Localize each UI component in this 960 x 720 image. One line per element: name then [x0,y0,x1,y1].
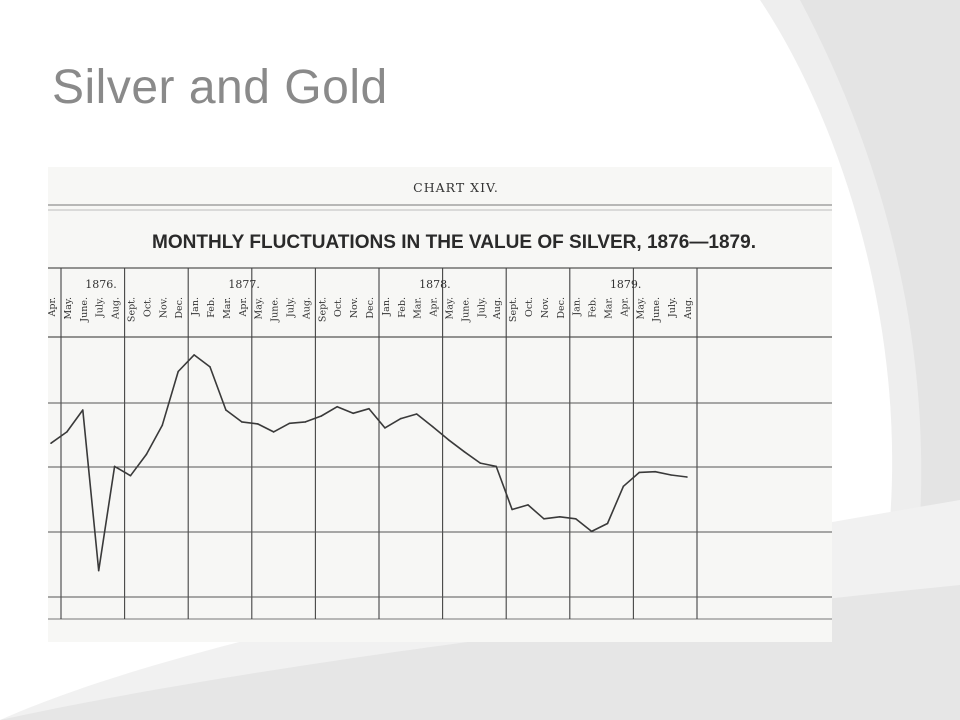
silver-value-chart: CHART XIV. MONTHLY FLUCTUATIONS IN THE V… [48,167,832,642]
month-tick-label: Feb. [588,297,599,318]
data-point [289,423,291,425]
month-tick-label: Feb. [397,297,408,318]
month-tick-label: Dec. [556,297,567,319]
month-tick-label: Mar. [222,297,233,319]
month-tick-label: Nov. [158,297,169,318]
month-tick-label: Jan. [572,297,583,317]
month-tick-label: Apr. [619,297,630,317]
data-point [416,413,418,415]
month-tick-label: Jan. [190,297,201,317]
data-point [321,415,323,417]
data-point [686,476,688,478]
data-point [209,366,211,368]
month-tick-label: Dec. [174,297,185,319]
data-point [368,408,370,410]
data-point [654,471,656,473]
year-label: 1876. [85,278,117,291]
data-point [130,475,132,477]
month-tick-label: Oct. [524,297,535,317]
month-tick-label: June. [460,297,471,323]
data-point [495,466,497,468]
data-point [273,431,275,433]
chart-title: MONTHLY FLUCTUATIONS IN THE VALUE OF SIL… [152,232,756,253]
month-tick-label: Sept. [127,297,138,322]
data-point [527,504,529,506]
data-point [559,516,561,518]
data-point [98,570,100,572]
month-tick-label: July. [95,297,106,318]
month-tick-label: June. [270,297,281,323]
data-point [241,421,243,423]
slide-title: Silver and Gold [52,60,388,115]
month-tick-label: July. [476,297,487,318]
month-tick-label: Aug. [492,297,503,320]
month-tick-label: Aug. [111,297,122,320]
data-point [193,354,195,356]
data-point [66,431,68,433]
month-tick-label: Oct. [333,297,344,317]
month-tick-label: Mar. [604,297,615,319]
year-label: 1879. [610,278,642,291]
month-tick-label: June. [651,297,662,323]
data-point [82,409,84,411]
month-tick-label: Feb. [206,297,217,318]
data-point [543,518,545,520]
month-tick-label: July. [286,297,297,318]
data-point [257,423,259,425]
month-tick-label: Apr. [238,297,249,317]
data-point [432,426,434,428]
year-label: 1878. [419,278,451,291]
month-tick-label: Dec. [365,297,376,319]
month-tick-label: Aug. [301,297,312,320]
month-tick-label: May. [445,297,456,320]
month-tick-label: Jan. [381,297,392,317]
data-point [225,409,227,411]
data-point [575,518,577,520]
month-tick-label: Nov. [349,297,360,318]
data-point [623,486,625,488]
data-point [50,442,52,444]
chart-number: CHART XIV. [413,180,499,195]
data-point [177,371,179,373]
month-tick-label: Sept. [317,297,328,322]
data-point [639,472,641,474]
data-point [480,462,482,464]
month-tick-label: Sept. [508,297,519,322]
month-tick-label: Mar. [413,297,424,319]
data-point [400,418,402,420]
data-point [511,509,513,511]
month-tick-label: May. [63,297,74,320]
chart-scan: CHART XIV. MONTHLY FLUCTUATIONS IN THE V… [48,167,832,642]
month-tick-label: Apr. [429,297,440,317]
data-point [591,531,593,533]
data-point [448,439,450,441]
data-point [352,413,354,415]
data-point [384,427,386,429]
month-tick-label: May. [635,297,646,320]
month-tick-label: Apr. [48,297,58,317]
month-tick-label: July. [667,297,678,318]
month-tick-label: June. [79,297,90,323]
data-point [670,474,672,476]
data-point [146,454,148,456]
month-tick-label: Nov. [540,297,551,318]
data-point [162,424,164,426]
month-tick-label: Oct. [142,297,153,317]
data-point [336,406,338,408]
month-tick-label: Aug. [683,297,694,320]
data-point [607,523,609,525]
year-label: 1877. [228,278,260,291]
month-tick-label: May. [254,297,265,320]
data-point [464,451,466,453]
data-point [305,421,307,423]
data-point [114,466,116,468]
